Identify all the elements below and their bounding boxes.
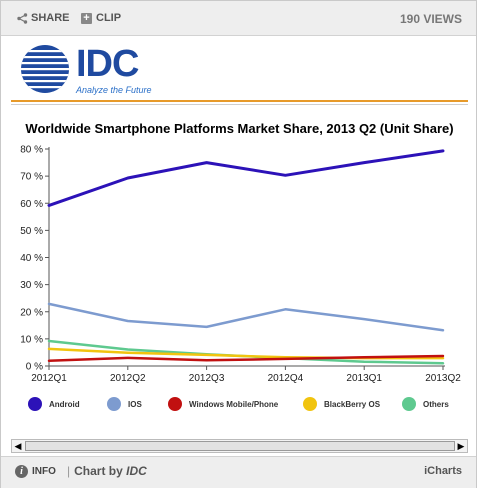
y-tick-label: 20 % xyxy=(20,307,43,318)
legend-item-blackberry[interactable]: BlackBerry OS xyxy=(303,397,380,411)
chart-legend: Android IOS Windows Mobile/Phone BlackBe… xyxy=(1,397,477,417)
footer-bar: i INFO | Chart by IDC iCharts xyxy=(1,456,476,488)
x-tick-label: 2012Q1 xyxy=(31,373,67,384)
plus-icon: + xyxy=(81,12,92,24)
series-line-ios xyxy=(47,302,445,332)
legend-swatch xyxy=(107,397,121,411)
legend-label: IOS xyxy=(128,399,142,409)
legend-swatch xyxy=(168,397,182,411)
scroll-thumb[interactable] xyxy=(25,441,455,451)
horizontal-scrollbar[interactable]: ◀ ▶ xyxy=(11,439,468,453)
series-line-android xyxy=(47,149,445,207)
x-tick-label: 2013Q1 xyxy=(346,373,382,384)
info-icon: i xyxy=(15,465,28,478)
legend-item-ios[interactable]: IOS xyxy=(107,397,142,411)
scroll-right-icon[interactable]: ▶ xyxy=(457,441,465,451)
y-tick-label: 10 % xyxy=(20,334,43,345)
y-tick-label: 60 % xyxy=(20,199,43,210)
legend-item-others[interactable]: Others xyxy=(402,397,449,411)
y-tick-label: 0 % xyxy=(26,362,43,373)
idc-logo: IDC Analyze the Future xyxy=(11,35,468,101)
series-line-windows-mobile-phone xyxy=(47,354,445,363)
legend-label: BlackBerry OS xyxy=(324,399,381,409)
chart-title: Worldwide Smartphone Platforms Market Sh… xyxy=(25,121,454,136)
share-label: SHARE xyxy=(31,12,70,24)
clip-label: CLIP xyxy=(96,12,122,24)
top-toolbar: SHARE + CLIP 190 VIEWS xyxy=(1,1,476,36)
legend-item-windows[interactable]: Windows Mobile/Phone xyxy=(168,397,278,411)
legend-label: Others xyxy=(423,399,449,409)
info-label: INFO xyxy=(32,466,56,477)
clip-button[interactable]: + CLIP xyxy=(81,12,121,24)
views-count: 190 VIEWS xyxy=(399,12,462,26)
x-tick-label: 2012Q4 xyxy=(268,373,304,384)
logo-wordmark: IDC xyxy=(76,43,139,85)
legend-swatch xyxy=(402,397,416,411)
logo-tagline: Analyze the Future xyxy=(76,85,152,95)
x-tick-label: 2012Q2 xyxy=(110,373,146,384)
legend-swatch xyxy=(28,397,42,411)
legend-item-android[interactable]: Android xyxy=(28,397,80,411)
y-tick-label: 50 % xyxy=(20,226,43,237)
chart-attribution: | Chart by IDC xyxy=(67,464,147,478)
x-tick-label: 2012Q3 xyxy=(189,373,225,384)
y-tick-label: 40 % xyxy=(20,253,43,264)
legend-label: Windows Mobile/Phone xyxy=(189,399,279,409)
globe-icon xyxy=(21,45,69,93)
divider xyxy=(11,104,468,105)
y-tick-label: 80 % xyxy=(20,145,43,156)
scroll-left-icon[interactable]: ◀ xyxy=(14,441,22,451)
share-icon xyxy=(17,12,28,24)
x-tick-label: 2013Q2 xyxy=(425,373,461,384)
y-tick-label: 70 % xyxy=(20,172,43,183)
info-button[interactable]: i INFO xyxy=(15,465,56,478)
chart-source: IDC xyxy=(126,464,147,478)
line-chart: 0 % 10 % 20 % 30 % 40 % 50 % 60 % 70 % 80 % 2012Q… xyxy=(20,145,461,385)
y-tick-label: 30 % xyxy=(20,280,43,291)
legend-label: Android xyxy=(49,399,80,409)
legend-swatch xyxy=(303,397,317,411)
chartby-label: Chart by xyxy=(74,464,123,478)
divider xyxy=(11,100,468,102)
icharts-brand[interactable]: iCharts xyxy=(424,465,462,477)
share-button[interactable]: SHARE xyxy=(17,12,70,24)
